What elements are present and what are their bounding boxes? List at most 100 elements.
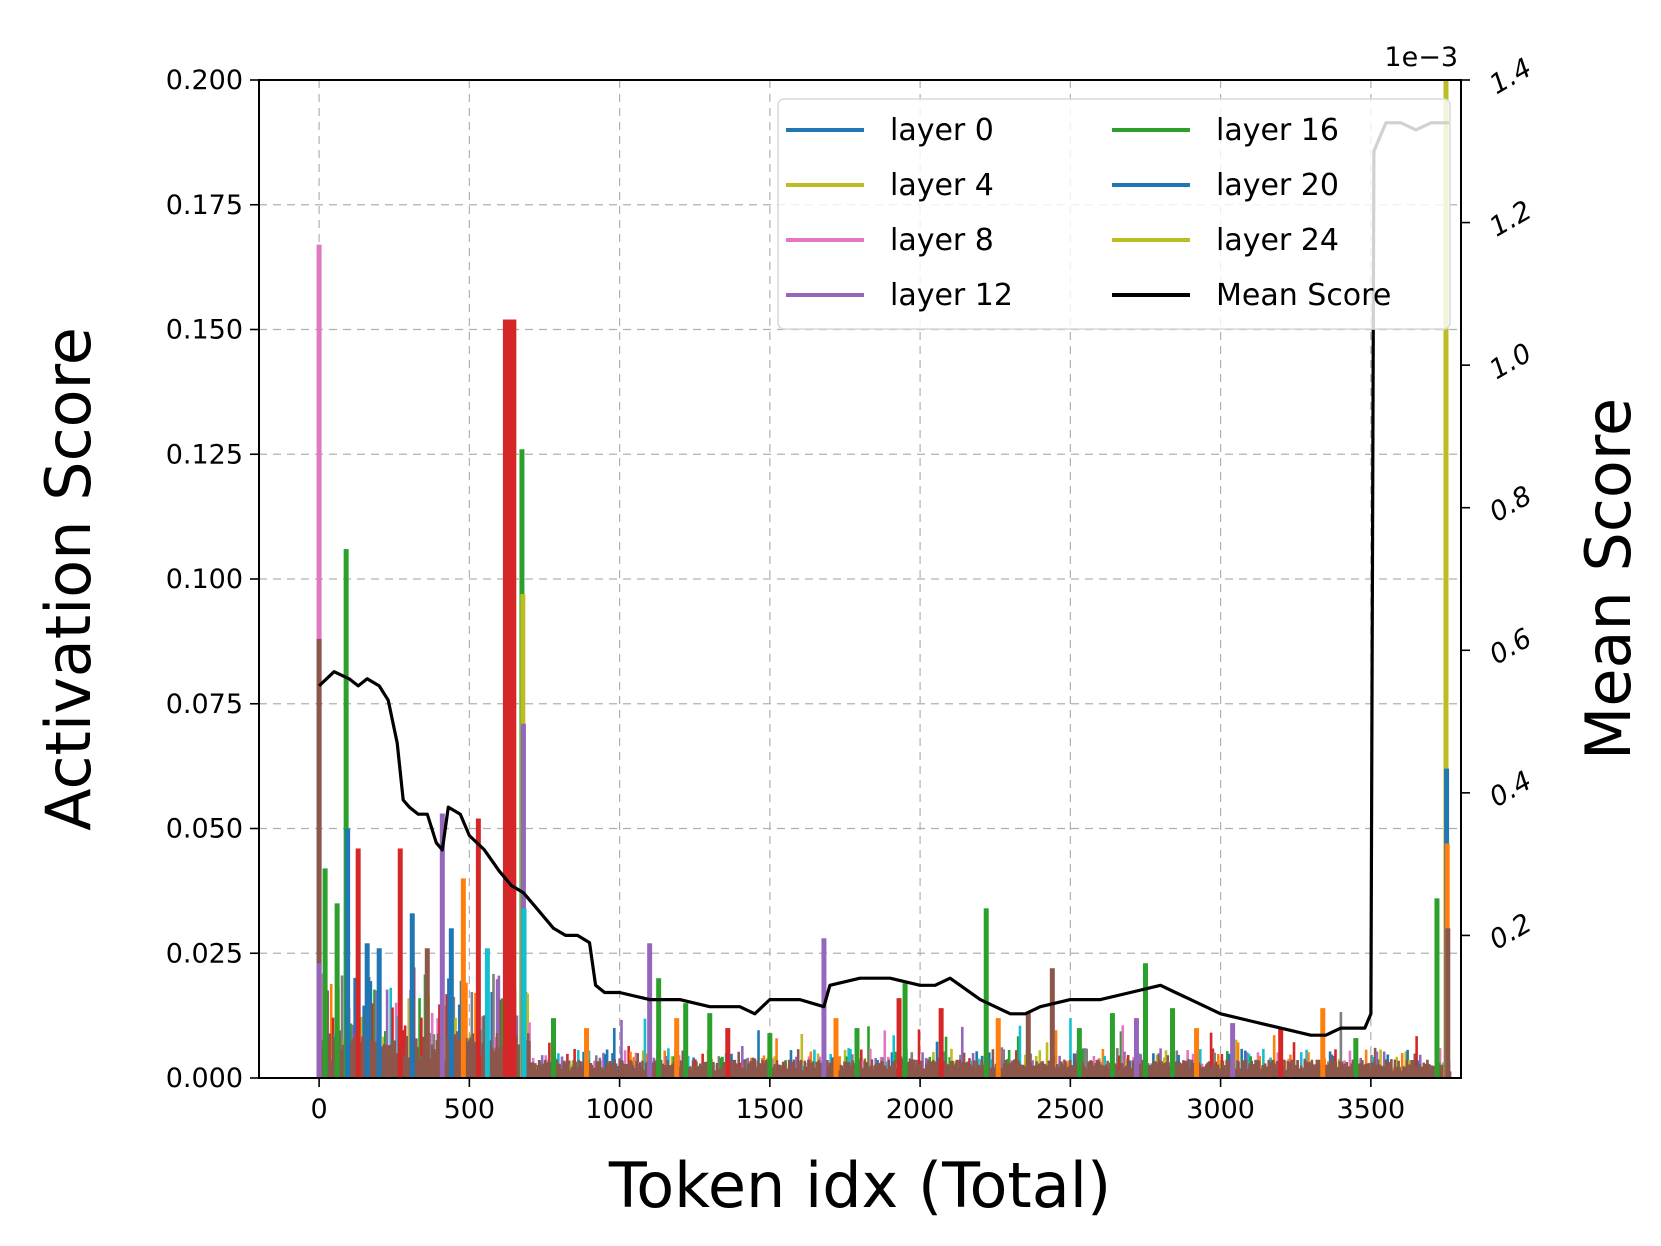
noise-bar: [560, 1056, 564, 1078]
base-bar: [573, 1065, 577, 1078]
noise-bar: [737, 1051, 740, 1078]
base-bar: [1308, 1061, 1311, 1078]
base-bar: [715, 1062, 719, 1078]
noise-bar: [371, 1003, 374, 1078]
base-bar: [858, 1061, 862, 1078]
base-bar: [1412, 1060, 1416, 1078]
noise-bar: [1415, 1036, 1418, 1078]
noise-bar: [320, 973, 324, 1078]
base-bar: [1235, 1070, 1238, 1078]
base-bar: [1245, 1071, 1249, 1078]
y2-tick-label: 0.8: [1484, 480, 1537, 528]
base-bar: [1387, 1061, 1391, 1078]
noise-bar: [1101, 1048, 1105, 1078]
noise-bar: [962, 1052, 966, 1078]
base-bar: [555, 1059, 559, 1078]
base-bar: [1058, 1070, 1061, 1078]
base-bar: [1357, 1063, 1361, 1078]
base-bar: [704, 1062, 708, 1078]
base-bar: [630, 1061, 633, 1078]
base-bar: [1408, 1064, 1411, 1078]
base-bar: [1292, 1059, 1296, 1078]
base-bar: [860, 1067, 863, 1078]
noise-bar: [883, 1030, 887, 1078]
base-bar: [1061, 1066, 1065, 1078]
base-bar: [1070, 1065, 1073, 1078]
base-bar: [911, 1065, 915, 1078]
base-bar: [570, 1067, 573, 1078]
base-bar: [756, 1060, 760, 1078]
noise-bar: [1348, 1050, 1352, 1078]
base-bar: [963, 1070, 966, 1078]
base-bar: [1367, 1064, 1370, 1078]
noise-bar: [1000, 1047, 1004, 1078]
base-bar: [1021, 1064, 1024, 1078]
base-bar: [722, 1062, 726, 1078]
base-bar: [702, 1062, 705, 1078]
base-bar: [831, 1060, 834, 1078]
base-bar: [804, 1070, 808, 1078]
base-bar: [1303, 1059, 1306, 1078]
base-bar: [942, 1060, 946, 1078]
base-bar: [1071, 1068, 1074, 1078]
base-bar: [1339, 1063, 1342, 1078]
noise-bar: [429, 1032, 432, 1078]
spike-bar: [316, 963, 322, 1078]
base-bar: [1238, 1068, 1242, 1078]
base-bar: [887, 1059, 891, 1078]
base-bar: [1248, 1063, 1251, 1078]
base-bar: [888, 1065, 892, 1078]
noise-bar: [800, 1034, 804, 1078]
base-bar: [622, 1065, 625, 1078]
base-bar: [803, 1060, 806, 1078]
base-bar: [678, 1066, 681, 1078]
spike-bar: [397, 848, 403, 1078]
base-bar: [695, 1061, 698, 1078]
base-bar: [402, 1056, 405, 1078]
base-bar: [847, 1062, 851, 1078]
base-bar: [730, 1061, 733, 1078]
base-bar: [1275, 1061, 1279, 1078]
base-bar: [920, 1060, 923, 1078]
base-bar: [1409, 1066, 1412, 1078]
base-bar: [1189, 1067, 1192, 1078]
base-bar: [1191, 1062, 1195, 1078]
base-bar: [795, 1067, 798, 1078]
base-bar: [747, 1064, 750, 1078]
base-bar: [1069, 1059, 1072, 1078]
base-bar: [1350, 1063, 1353, 1078]
base-bar: [796, 1068, 799, 1078]
base-bar: [1285, 1070, 1288, 1078]
base-bar: [761, 1059, 764, 1078]
base-bar: [561, 1069, 565, 1078]
base-bar: [591, 1069, 595, 1078]
base-bar: [1284, 1071, 1287, 1078]
base-bar: [351, 1039, 354, 1078]
base-bar: [1126, 1065, 1130, 1078]
base-bar: [827, 1065, 830, 1078]
base-bar: [970, 1066, 973, 1078]
base-bar: [784, 1061, 787, 1078]
base-bar: [1399, 1070, 1403, 1078]
base-bar: [500, 1052, 504, 1078]
base-bar: [1152, 1060, 1155, 1078]
base-bar: [988, 1071, 992, 1078]
base-bar: [763, 1067, 767, 1078]
base-bar: [468, 1040, 471, 1078]
y2-tick-label: 0.6: [1484, 623, 1537, 671]
base-bar: [849, 1067, 852, 1078]
base-bar: [1054, 1070, 1058, 1078]
base-bar: [1327, 1063, 1330, 1078]
base-bar: [945, 1067, 948, 1078]
base-bar: [489, 1061, 493, 1078]
base-bar: [809, 1071, 812, 1078]
base-bar: [578, 1060, 582, 1078]
spike-bar: [439, 813, 445, 1078]
spike-bar: [448, 928, 454, 1078]
base-bar: [1366, 1063, 1369, 1078]
noise-bar: [582, 1051, 585, 1078]
base-bar: [1214, 1065, 1217, 1078]
base-bar: [611, 1067, 614, 1078]
base-bar: [1402, 1066, 1405, 1078]
base-bar: [1396, 1066, 1399, 1078]
